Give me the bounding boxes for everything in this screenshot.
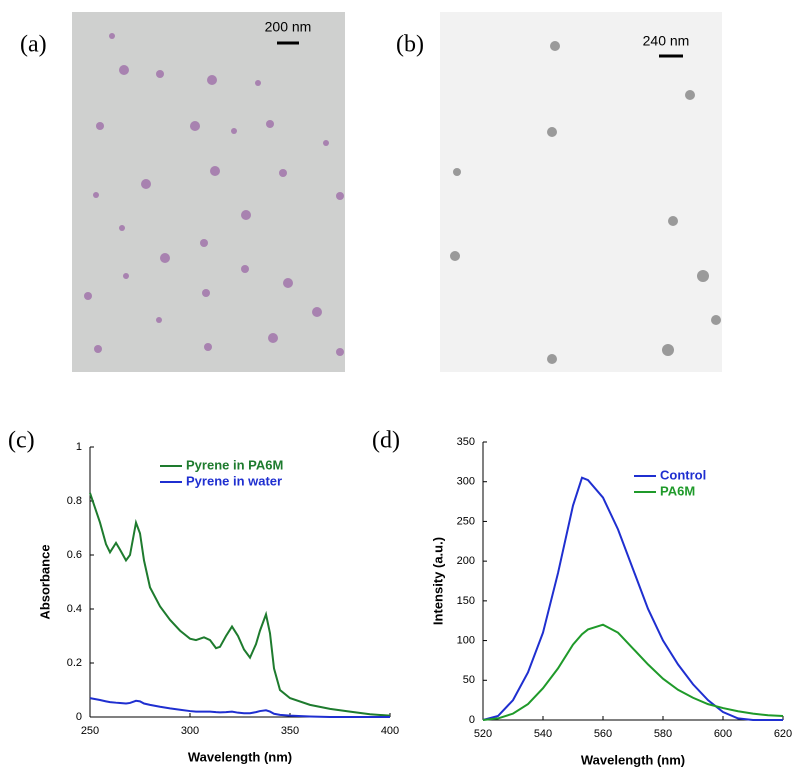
panel-label: (b) <box>396 32 424 58</box>
scale-bar-label: 240 nm <box>643 33 690 49</box>
x-tick-label: 400 <box>381 725 399 737</box>
panel-label: (d) <box>372 428 400 454</box>
y-tick-label: 0 <box>469 714 475 726</box>
y-tick-label: 200 <box>457 555 475 567</box>
x-tick-label: 350 <box>281 725 299 737</box>
y-tick-label: 0.8 <box>67 495 82 507</box>
y-axis-title: Intensity (a.u.) <box>430 537 445 625</box>
y-tick-label: 0.4 <box>67 603 82 615</box>
micrograph-b <box>440 12 722 372</box>
series-line <box>482 476 783 721</box>
y-tick-label: 300 <box>457 476 475 488</box>
legend-label: Control <box>660 467 706 482</box>
series-line <box>89 697 390 718</box>
y-tick-label: 350 <box>457 436 475 448</box>
x-axis-title: Wavelength (nm) <box>188 749 292 764</box>
y-tick-label: 100 <box>457 634 475 646</box>
series-line <box>482 623 784 721</box>
y-tick-label: 0.2 <box>67 657 82 669</box>
y-tick-label: 0.6 <box>67 549 82 561</box>
y-tick-label: 250 <box>457 515 475 527</box>
x-tick-label: 300 <box>181 725 199 737</box>
legend-label: Pyrene in water <box>186 473 282 488</box>
panel-label: (a) <box>20 32 47 58</box>
y-tick-label: 0 <box>76 711 82 723</box>
x-axis-title: Wavelength (nm) <box>581 752 685 767</box>
y-axis-title: Absorbance <box>37 544 52 619</box>
x-tick-label: 540 <box>534 728 552 740</box>
x-tick-label: 520 <box>474 728 492 740</box>
scale-bar-label: 200 nm <box>265 19 312 35</box>
x-tick-label: 250 <box>81 725 99 737</box>
series-line <box>89 492 391 717</box>
x-tick-label: 600 <box>714 728 732 740</box>
panel-label: (c) <box>8 428 35 454</box>
x-tick-label: 560 <box>594 728 612 740</box>
y-tick-label: 150 <box>457 595 475 607</box>
y-tick-label: 50 <box>463 674 475 686</box>
x-tick-label: 580 <box>654 728 672 740</box>
micrograph-a <box>72 12 345 372</box>
legend-label: PA6M <box>660 483 695 498</box>
legend-label: Pyrene in PA6M <box>186 457 283 472</box>
y-tick-label: 1 <box>76 441 82 453</box>
x-tick-label: 620 <box>774 728 792 740</box>
